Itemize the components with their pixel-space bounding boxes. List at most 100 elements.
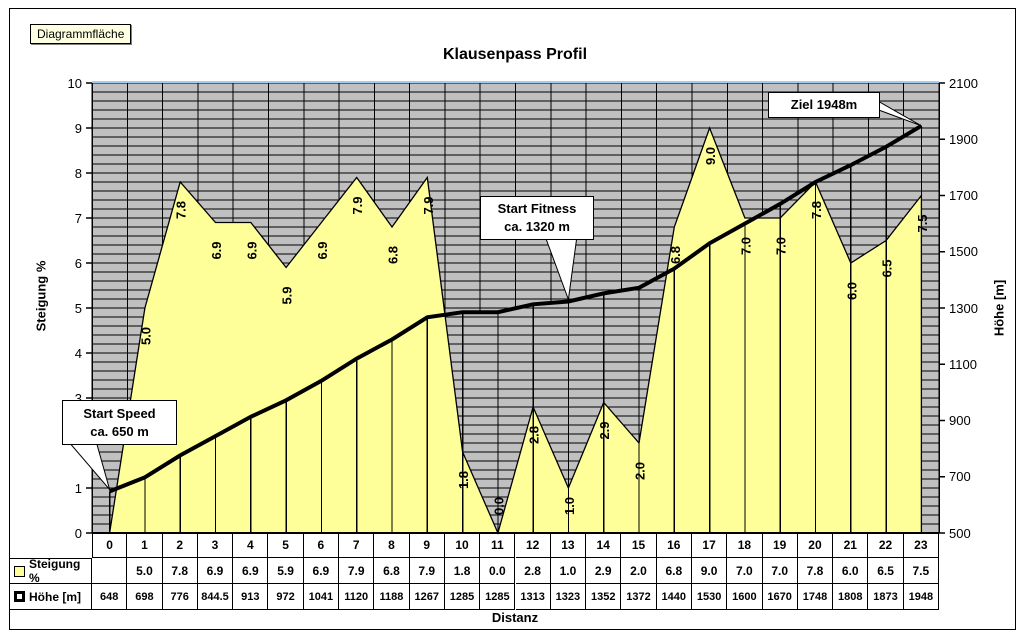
table-category-label: 10: [444, 533, 481, 558]
data-label: 7.9: [350, 196, 365, 214]
data-label: 2.9: [597, 421, 612, 439]
table-category-label: 7: [339, 533, 375, 558]
table-cell: 1670: [762, 584, 798, 610]
table-cell: 648: [92, 584, 128, 610]
data-label: 7.8: [809, 201, 824, 219]
annotation-text: Start Fitness: [497, 201, 577, 216]
data-label: 7.0: [774, 237, 789, 255]
table-category-label: 18: [727, 533, 763, 558]
table-cell: 1120: [339, 584, 375, 610]
table-cell: 2.8: [515, 558, 551, 584]
legend-key-area: [14, 565, 25, 577]
table-cell: 6.8: [656, 558, 692, 584]
table-cell: 1313: [515, 584, 551, 610]
table-category-label: 4: [233, 533, 269, 558]
left-axis-tick-label: 1: [74, 480, 82, 496]
table-cell: 7.0: [727, 558, 763, 584]
data-label: 1.0: [562, 497, 577, 515]
data-label: 2.0: [633, 462, 648, 480]
table-cell: 6.9: [197, 558, 234, 584]
x-axis-title: Distanz: [491, 610, 539, 625]
data-label: 6.8: [386, 246, 401, 264]
table-cell: 6.5: [868, 558, 904, 584]
annotation-start-speed[interactable]: Start Speed ca. 650 m: [62, 400, 177, 445]
data-label: 9.0: [703, 147, 718, 165]
chart-title: Klausenpass Profil: [442, 46, 588, 63]
table-cell: 2.0: [621, 558, 657, 584]
right-axis-tick-label: 1700: [949, 188, 978, 203]
line-series-hoehe[interactable]: [108, 124, 923, 494]
table-cell: 1372: [621, 584, 657, 610]
right-axis-tick-label: 700: [949, 469, 971, 485]
data-label: 2.8: [527, 426, 542, 444]
table-category-label: 13: [550, 533, 587, 558]
right-axis-tick-label: 900: [949, 413, 971, 428]
area-series-steigung[interactable]: [108, 126, 923, 535]
table-category-label: 5: [268, 533, 304, 558]
table-cell: 1948: [903, 584, 939, 610]
table-cell: 9.0: [691, 558, 728, 584]
series-name: Steigung %: [29, 557, 81, 585]
left-axis-tick-label: 6: [74, 255, 82, 271]
table-cell: 7.5: [903, 558, 939, 584]
table-cell: 7.9: [339, 558, 375, 584]
annotation-start-fitness[interactable]: Start Fitness ca. 1320 m: [480, 196, 594, 240]
table-cell: 6.0: [833, 558, 869, 584]
data-label: 6.9: [209, 241, 224, 259]
left-axis-tick-label: 5: [74, 300, 82, 316]
data-label: 5.9: [280, 286, 295, 304]
table-category-label: 1: [127, 533, 163, 558]
right-axis-tick-label: 1100: [949, 356, 977, 372]
right-axis-tick-label: 1300: [949, 300, 978, 316]
table-category-label: 17: [691, 533, 728, 558]
right-axis-tick-label: 1500: [949, 244, 978, 260]
table-cell: 698: [127, 584, 163, 610]
table-category-label: 2: [162, 533, 198, 558]
right-axis-tick-label: 500: [949, 525, 971, 541]
data-label: 0.0: [491, 497, 506, 515]
table-cell: 1440: [656, 584, 692, 610]
table-cell: 844.5: [197, 584, 234, 610]
data-label: 6.8: [668, 246, 683, 264]
table-category-label: 14: [586, 533, 622, 558]
table-cell: 5.9: [268, 558, 304, 584]
data-label: 6.9: [315, 241, 330, 259]
table-cell: 1873: [868, 584, 904, 610]
table-cell: 5.0: [127, 558, 163, 584]
table-cell: 972: [268, 584, 304, 610]
data-label: 6.0: [844, 282, 859, 300]
annotation-ziel[interactable]: Ziel 1948m: [768, 92, 880, 118]
table-cell: 7.8: [162, 558, 198, 584]
table-cell: 0.0: [480, 558, 516, 584]
data-label: 6.5: [880, 259, 895, 277]
data-label: 7.9: [421, 196, 436, 214]
data-label: 5.0: [138, 327, 153, 345]
table-category-label: 11: [480, 533, 516, 558]
annotation-text: Ziel 1948m: [790, 97, 858, 112]
left-axis-tick-label: 7: [74, 210, 82, 226]
table-cell: 913: [233, 584, 269, 610]
table-cell: 1285: [480, 584, 516, 610]
table-cell: 1267: [409, 584, 445, 610]
data-label: 7.8: [174, 201, 189, 219]
chart-area-tooltip: Diagrammfläche: [30, 24, 132, 44]
table-cell: 7.9: [409, 558, 445, 584]
annotation-text: ca. 1320 m: [504, 219, 570, 234]
table-cell: 6.8: [374, 558, 410, 584]
left-axis-tick-label: 10: [67, 75, 82, 91]
table-category-label: 0: [92, 533, 128, 558]
table-cell: 1188: [374, 584, 410, 610]
data-label: 1.8: [456, 471, 471, 489]
table-category-label: 22: [868, 533, 904, 558]
table-cell: 1808: [833, 584, 869, 610]
table-category-label: 20: [797, 533, 834, 558]
table-cell: 776: [162, 584, 198, 610]
right-axis-title: Höhe [m]: [991, 279, 1007, 337]
table-category-label: 23: [903, 533, 939, 558]
right-axis-tick-label: 1900: [949, 131, 978, 147]
table-cell: 1285: [444, 584, 481, 610]
table-category-label: 12: [515, 533, 551, 558]
table-cell: 1530: [691, 584, 728, 610]
